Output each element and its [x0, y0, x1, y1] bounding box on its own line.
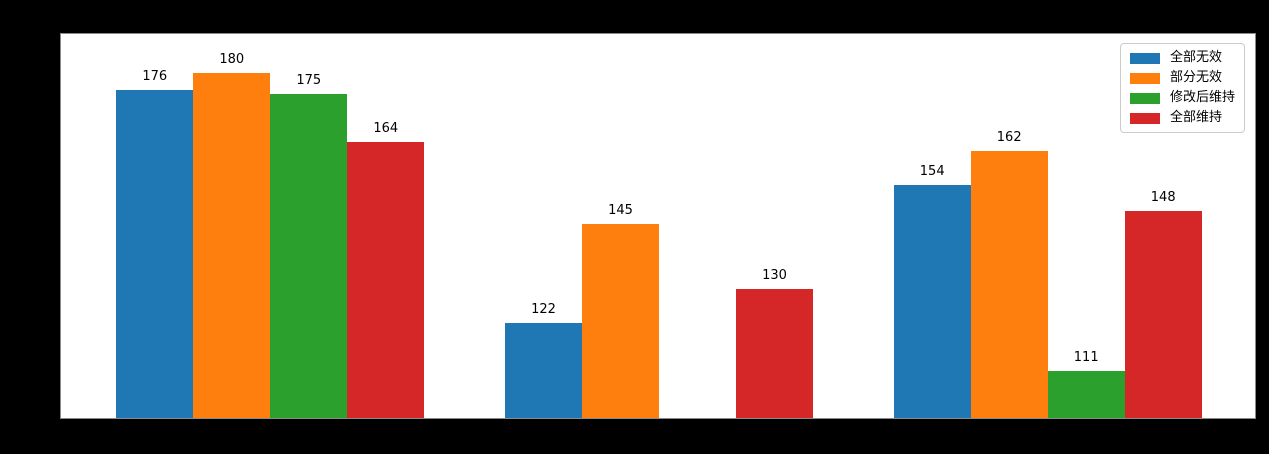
legend-swatch	[1129, 92, 1160, 104]
bar-series2-group3	[970, 150, 1048, 418]
bar-value-label: 175	[296, 73, 322, 89]
bar-series1-group3	[893, 185, 971, 418]
bar-series1-group1	[116, 90, 194, 418]
bar-value-label: 176	[142, 69, 168, 85]
bar-series4-group3	[1124, 210, 1202, 418]
bar-value-label: 122	[531, 302, 556, 318]
bar-series4-group1	[347, 141, 425, 418]
legend-item-4: 全部维持	[1129, 110, 1235, 125]
bar-value-label: 180	[219, 51, 245, 67]
bar-value-label: 145	[608, 202, 633, 218]
bar-value-label: 111	[1073, 349, 1099, 365]
legend-label: 修改后维持	[1169, 90, 1235, 105]
bar-series2-group1	[193, 72, 271, 418]
legend-swatch	[1129, 112, 1160, 124]
bar-value-label: 154	[919, 164, 945, 180]
legend-item-2: 部分无效	[1129, 70, 1235, 85]
legend-item-1: 全部无效	[1129, 50, 1235, 65]
legend: 全部无效部分无效修改后维持全部维持	[1119, 43, 1245, 133]
legend-swatch	[1129, 52, 1160, 64]
bar-value-label: 162	[996, 129, 1022, 145]
legend-label: 全部无效	[1169, 50, 1222, 65]
legend-label: 部分无效	[1169, 70, 1222, 85]
bar-value-label: 148	[1150, 189, 1176, 205]
plot-area: 176 122 154 180 145 162 175 111 164 130 148 全部无效部分…	[60, 33, 1256, 419]
bar-series3-group3	[1047, 370, 1125, 418]
legend-swatch	[1129, 72, 1160, 84]
bar-value-label: 130	[762, 267, 787, 283]
bar-value-label: 164	[373, 120, 399, 136]
bar-series2-group2	[582, 223, 659, 418]
bar-series4-group2	[736, 288, 813, 418]
bar-series1-group2	[505, 323, 582, 418]
legend-item-3: 修改后维持	[1129, 90, 1235, 105]
bar-series3-group1	[270, 94, 348, 418]
legend-label: 全部维持	[1169, 110, 1222, 125]
